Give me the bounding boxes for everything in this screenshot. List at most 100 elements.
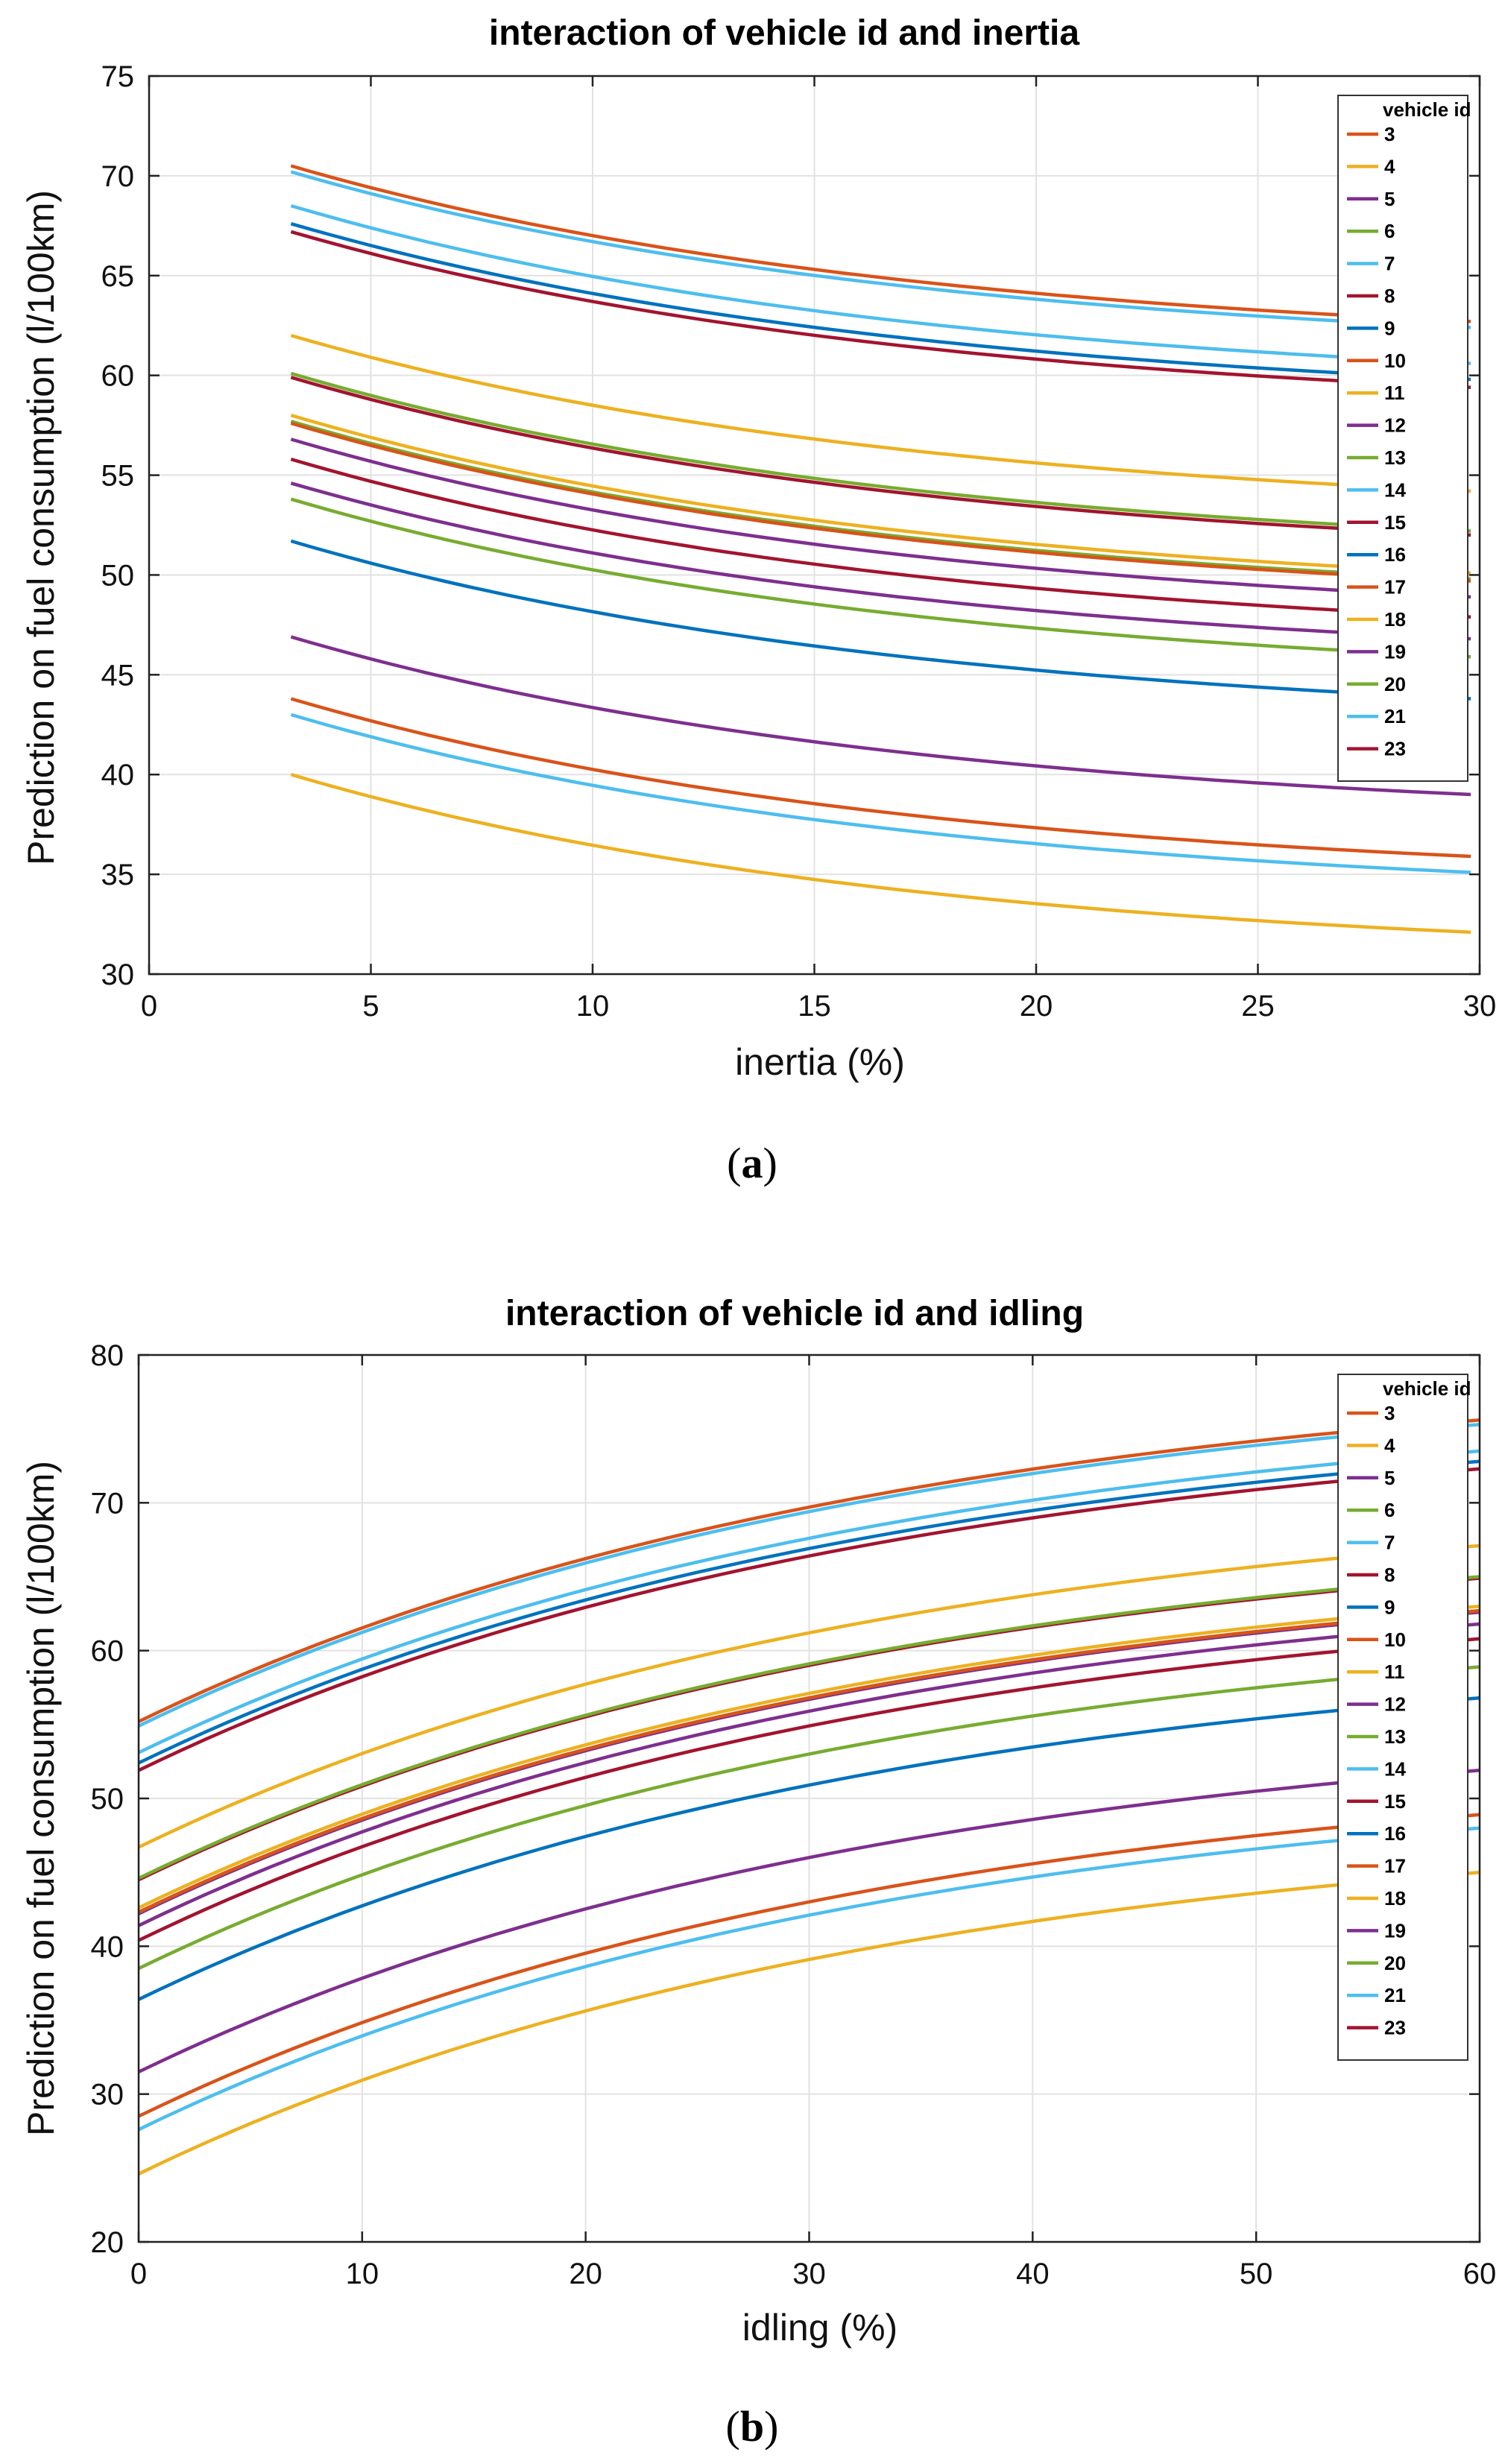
chart-a-series-line-7 [290,170,1471,329]
chart-a: interaction of vehicle id and inertia 0 5… [20,13,1496,1187]
chart-a-legend-label-13: 13 [1384,446,1406,469]
chart-a-series-line-8 [290,376,1471,537]
chart-a-legend-label-3: 3 [1384,123,1395,145]
chart-a-xtick-label-6: 30 [1463,990,1497,1023]
chart-b-ytick-label-6: 80 [91,1339,124,1372]
chart-a-series-line-17 [290,421,1471,583]
chart-b-xtick-label-6: 60 [1463,2258,1497,2290]
chart-a-series-line-21 [290,713,1471,874]
chart-a-ytick-label-9: 75 [101,60,135,93]
chart-b-legend-label-21: 21 [1384,1984,1406,2006]
chart-b-xtick-label-5: 50 [1240,2258,1273,2290]
chart-b-ytick-label-5: 70 [91,1487,124,1520]
chart-a-xtick-label-2: 10 [576,990,610,1023]
chart-a-series-line-9 [290,222,1471,382]
chart-a-xtick-label-0: 0 [141,990,157,1023]
chart-b-legend-label-11: 11 [1384,1661,1405,1683]
chart-b-legend-label-7: 7 [1384,1532,1395,1554]
chart-b-xtick-label-1: 10 [346,2258,379,2290]
chart-a-legend-label-14: 14 [1384,478,1406,501]
chart-a-series-line-12 [290,437,1471,599]
chart-b-ytick-label-4: 60 [91,1635,124,1668]
chart-a-legend-label-6: 6 [1384,220,1395,242]
chart-b-series-line-3 [138,1418,1480,1723]
chart-a-legend-label-5: 5 [1384,188,1395,210]
chart-a-legend-label-21: 21 [1384,705,1406,727]
chart-b-legend-label-8: 8 [1384,1564,1395,1586]
chart-b-ylabel: Prediction on fuel consumption (l/100km) [20,1461,62,2136]
chart-b-legend-label-17: 17 [1384,1855,1406,1877]
chart-a-legend-label-16: 16 [1384,543,1406,566]
chart-b-series-line-11 [138,1544,1480,1849]
chart-b-series-line-23 [138,1467,1480,1772]
chart-b-ticks: 0 10 20 30 40 50 60 20 30 40 50 60 70 80 [91,1339,1497,2290]
chart-a-ytick-label-3: 45 [101,659,135,692]
chart-a-xtick-label-5: 25 [1241,990,1275,1023]
chart-b-xtick-label-0: 0 [130,2258,147,2290]
chart-a-series-line-4 [290,773,1471,935]
chart-b-series-line-18 [138,1604,1480,1909]
chart-b-series-line-20 [138,1665,1480,1971]
chart-a-series-line-14 [290,203,1471,365]
chart-a-series-line-3 [290,164,1471,323]
chart-b-legend-label-18: 18 [1384,1887,1406,1909]
chart-b-series-line-12 [138,1622,1480,1927]
chart-a-legend-label-12: 12 [1384,414,1406,437]
chart-a-xlabel: inertia (%) [735,1041,905,1083]
chart-b-xtick-label-3: 30 [792,2258,826,2290]
chart-b-series-line-17 [138,1608,1480,1914]
chart-b-legend-label-16: 16 [1384,1822,1406,1845]
chart-a-legend-label-9: 9 [1384,317,1395,339]
chart-b-legend: vehicle id3 4 5 6 7 8 9 10 11 12 13 14 15 16 17 18 19 20 2… [1337,1374,1471,2061]
chart-b-series-line-4 [138,1870,1480,2176]
chart-b-ytick-label-1: 30 [91,2079,124,2111]
chart-a-xtick-label-4: 20 [1020,990,1053,1023]
chart-b-series-line-14 [138,1449,1480,1754]
chart-a-ytick-label-4: 50 [101,559,135,592]
chart-b-xlabel: idling (%) [742,2307,897,2348]
chart-b-legend-label-23: 23 [1384,2017,1406,2039]
chart-a-series [290,164,1471,935]
chart-a-ytick-label-2: 40 [101,759,135,792]
chart-b-xtick-label-2: 20 [569,2258,602,2290]
chart-a-series-line-11 [290,333,1471,493]
chart-a-series-line-6 [290,420,1471,581]
chart-a-ytick-label-5: 55 [101,460,135,493]
chart-a-legend-label-11: 11 [1384,382,1405,404]
chart-a-legend-label-8: 8 [1384,285,1395,307]
chart-b-ytick-label-2: 40 [91,1930,124,1963]
chart-b-legend-label-4: 4 [1384,1434,1395,1456]
chart-b-xtick-label-4: 40 [1016,2258,1050,2290]
chart-b-series-line-15 [138,1637,1480,1942]
chart-b-ytick-label-3: 50 [91,1783,124,1816]
chart-a-legend-box [1337,95,1468,782]
chart-b-title: interaction of vehicle id and idling [505,1294,1084,1333]
chart-b-legend-title: vehicle id [1383,1377,1471,1400]
chart-a-legend-label-15: 15 [1384,511,1406,534]
chart-b-legend-label-15: 15 [1384,1790,1406,1813]
chart-a-xtick-label-1: 5 [362,990,379,1023]
chart-b-series-line-21 [138,1826,1480,2132]
chart-a-legend-label-17: 17 [1384,576,1406,598]
chart-b-panel-label: (b) [726,2402,779,2451]
chart-a-title: interaction of vehicle id and inertia [489,13,1079,53]
chart-a-legend-title: vehicle id [1383,98,1471,121]
chart-a-ytick-label-1: 35 [101,859,135,891]
chart-a-series-line-13 [290,371,1471,533]
chart-b-ytick-label-0: 20 [91,2226,124,2259]
chart-a-ytick-label-7: 65 [101,260,135,293]
chart-b-series-line-13 [138,1575,1480,1880]
chart-b-legend-label-19: 19 [1384,1919,1406,1942]
chart-a-legend-label-20: 20 [1384,673,1406,695]
chart-a-ytick-label-6: 60 [101,360,135,393]
chart-a-legend-label-7: 7 [1384,253,1395,275]
chart-b-legend-label-14: 14 [1384,1757,1406,1780]
chart-a-series-line-15 [290,457,1471,619]
chart-b-series-line-9 [138,1459,1480,1765]
chart-a-ylabel: Prediction on fuel consumption (l/100km) [20,190,62,865]
chart-b-legend-label-6: 6 [1384,1499,1395,1521]
chart-a-legend-label-18: 18 [1384,608,1406,631]
chart-a-panel-label: (a) [727,1139,777,1187]
chart-a-legend-label-19: 19 [1384,640,1406,663]
chart-a-legend-label-23: 23 [1384,738,1406,760]
